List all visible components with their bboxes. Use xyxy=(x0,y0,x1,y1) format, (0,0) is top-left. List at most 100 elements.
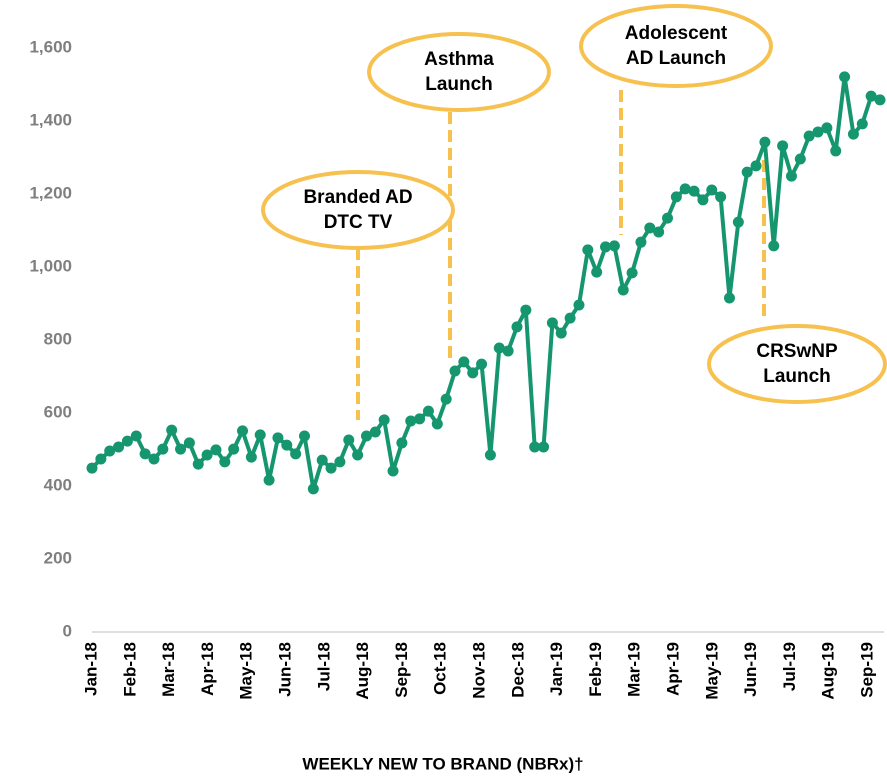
data-point xyxy=(476,358,488,370)
x-tick-label: Mar-18 xyxy=(159,642,178,697)
data-point xyxy=(741,166,753,178)
data-point xyxy=(369,426,381,438)
data-point xyxy=(263,474,275,486)
data-point xyxy=(360,430,372,442)
data-point xyxy=(183,437,195,449)
x-tick-label: Jan-18 xyxy=(81,642,100,696)
data-point xyxy=(715,191,727,203)
y-tick-label: 1,200 xyxy=(29,183,72,202)
annotation-text: Launch xyxy=(425,74,493,95)
x-tick-label: Oct-18 xyxy=(431,642,450,695)
data-point xyxy=(139,448,151,460)
data-point xyxy=(626,267,638,279)
data-point xyxy=(635,236,647,248)
x-tick-label: Apr-18 xyxy=(198,642,217,696)
data-point xyxy=(458,356,470,368)
x-tick-label: May-19 xyxy=(702,642,721,700)
data-point xyxy=(121,435,133,447)
data-point xyxy=(538,441,550,453)
data-point xyxy=(352,449,364,461)
data-point xyxy=(290,448,302,460)
y-tick-label: 600 xyxy=(44,402,72,421)
data-point xyxy=(414,413,426,425)
data-point xyxy=(316,454,328,466)
data-point xyxy=(874,94,886,106)
data-point xyxy=(777,140,789,152)
data-point xyxy=(254,429,266,441)
data-point xyxy=(201,449,213,461)
data-point xyxy=(723,292,735,304)
data-point xyxy=(582,244,594,256)
data-point xyxy=(405,415,417,427)
data-point xyxy=(431,418,443,430)
data-point xyxy=(298,430,310,442)
annotation-text: Adolescent xyxy=(625,23,728,44)
annotation-text: CRSwNP xyxy=(756,341,838,362)
data-point xyxy=(706,184,718,196)
data-point xyxy=(440,393,452,405)
data-point xyxy=(396,437,408,449)
data-point xyxy=(856,118,868,130)
data-point xyxy=(237,425,249,437)
y-tick-label: 1,000 xyxy=(29,256,72,275)
y-tick-label: 1,400 xyxy=(29,110,72,129)
annotation-bubble xyxy=(579,4,773,88)
y-tick-label: 1,600 xyxy=(29,37,72,56)
data-point xyxy=(688,185,700,197)
data-point xyxy=(520,304,532,316)
x-tick-label: Feb-19 xyxy=(586,642,605,697)
y-tick-label: 0 xyxy=(63,621,72,640)
data-point xyxy=(732,216,744,228)
data-point xyxy=(493,342,505,354)
data-point xyxy=(785,170,797,182)
x-tick-label: Sep-18 xyxy=(392,642,411,698)
data-point xyxy=(555,327,567,339)
data-point xyxy=(847,128,859,140)
data-point xyxy=(803,130,815,142)
x-tick-label: Feb-18 xyxy=(120,642,139,697)
annotation-bubble xyxy=(261,170,455,250)
x-tick-label: May-18 xyxy=(237,642,256,700)
y-tick-label: 800 xyxy=(44,329,72,348)
data-point xyxy=(104,445,116,457)
data-point xyxy=(387,465,399,477)
data-point xyxy=(830,145,842,157)
data-point xyxy=(812,126,824,138)
data-point xyxy=(467,367,479,379)
data-point xyxy=(175,443,187,455)
data-point xyxy=(343,434,355,446)
data-point xyxy=(325,462,337,474)
annotation-text: DTC TV xyxy=(324,212,393,233)
data-point xyxy=(210,444,222,456)
data-point xyxy=(564,312,576,324)
data-point xyxy=(821,122,833,134)
x-tick-label: Apr-19 xyxy=(663,642,682,696)
x-tick-label: Nov-18 xyxy=(469,642,488,699)
annotation-bubble xyxy=(707,324,887,404)
data-point xyxy=(865,90,877,102)
data-point xyxy=(529,441,541,453)
x-tick-label: Jul-19 xyxy=(780,642,799,691)
data-point xyxy=(546,317,558,329)
data-point xyxy=(422,405,434,417)
annotation-text: Launch xyxy=(763,366,831,387)
data-point xyxy=(192,458,204,470)
data-point xyxy=(219,456,231,468)
data-point xyxy=(511,321,523,333)
data-point xyxy=(166,424,178,436)
x-tick-label: Jun-19 xyxy=(741,642,760,697)
data-point xyxy=(502,345,514,357)
data-point xyxy=(130,430,142,442)
annotation-text: Branded AD xyxy=(303,187,412,208)
data-point xyxy=(378,414,390,426)
data-point xyxy=(653,226,665,238)
data-point xyxy=(307,483,319,495)
data-point xyxy=(86,462,98,474)
data-point xyxy=(839,71,851,83)
x-axis-label: WEEKLY NEW TO BRAND (NBRx)† xyxy=(302,754,583,773)
x-tick-label: Dec-18 xyxy=(508,642,527,698)
y-tick-label: 400 xyxy=(44,475,72,494)
x-tick-label: Jul-18 xyxy=(314,642,333,691)
data-point xyxy=(281,439,293,451)
